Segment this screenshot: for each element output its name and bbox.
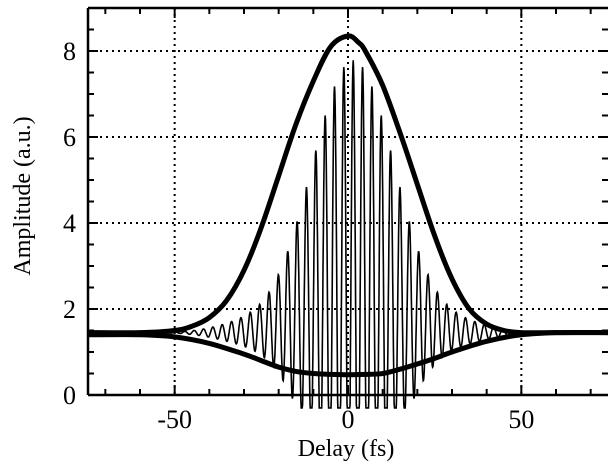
y-tick-label: 6	[63, 123, 76, 152]
interferogram-trace	[88, 60, 608, 409]
data-layer	[87, 33, 608, 409]
y-axis-label: Amplitude (a.u.)	[10, 116, 36, 275]
y-tick-label: 0	[63, 381, 76, 410]
label-layer: -50 0 50 0 2 4 6 8	[63, 37, 534, 434]
upper-envelope-line	[87, 33, 608, 336]
x-tick-label: 0	[342, 405, 355, 434]
y-tick-label: 2	[63, 295, 76, 324]
lower-envelope-line	[87, 329, 608, 378]
x-tick-label: -50	[157, 405, 192, 434]
grid-layer	[88, 8, 608, 395]
y-tick-label: 4	[63, 209, 76, 238]
y-tick-label: 8	[63, 37, 76, 66]
x-tick-label: 50	[508, 405, 534, 434]
tick-layer	[88, 7, 608, 396]
x-axis-label: Delay (fs)	[298, 436, 395, 462]
